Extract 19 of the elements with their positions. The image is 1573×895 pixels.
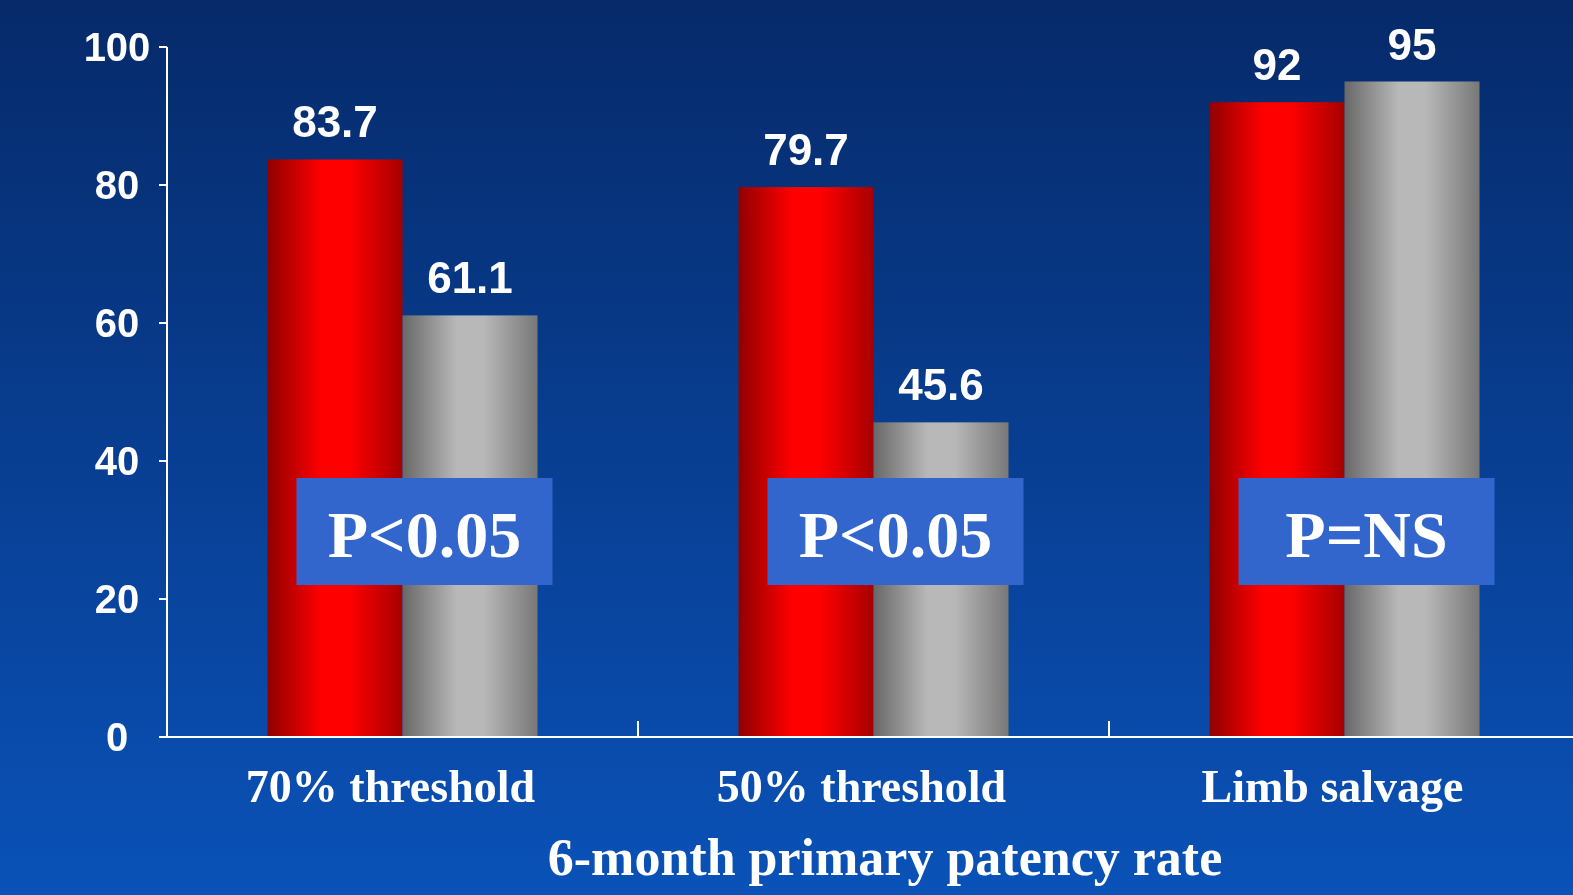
x-tick-label: 50% threshold (716, 761, 1007, 812)
annotation: P=NS (1285, 498, 1448, 571)
data-label: 79.7 (763, 125, 849, 175)
data-label: 61.1 (427, 253, 513, 303)
annotation: P<0.05 (798, 498, 993, 571)
y-tick-label: 80 (94, 163, 140, 207)
data-label: 95 (1387, 19, 1437, 69)
x-axis-title: 6-month primary patency rate (547, 829, 1223, 886)
data-label: 45.6 (898, 360, 984, 410)
y-tick-label: 20 (94, 577, 140, 621)
x-tick-label: Limb salvage (1201, 761, 1464, 812)
y-tick-label: 100 (83, 25, 151, 69)
data-label: 83.7 (292, 97, 378, 147)
y-tick-label: 60 (94, 301, 140, 345)
x-tick-label: 70% threshold (245, 761, 536, 812)
y-tick-label: 0 (105, 715, 129, 759)
annotation: P<0.05 (327, 498, 522, 571)
y-tick-label: 40 (94, 439, 140, 483)
data-label: 92 (1252, 40, 1302, 90)
